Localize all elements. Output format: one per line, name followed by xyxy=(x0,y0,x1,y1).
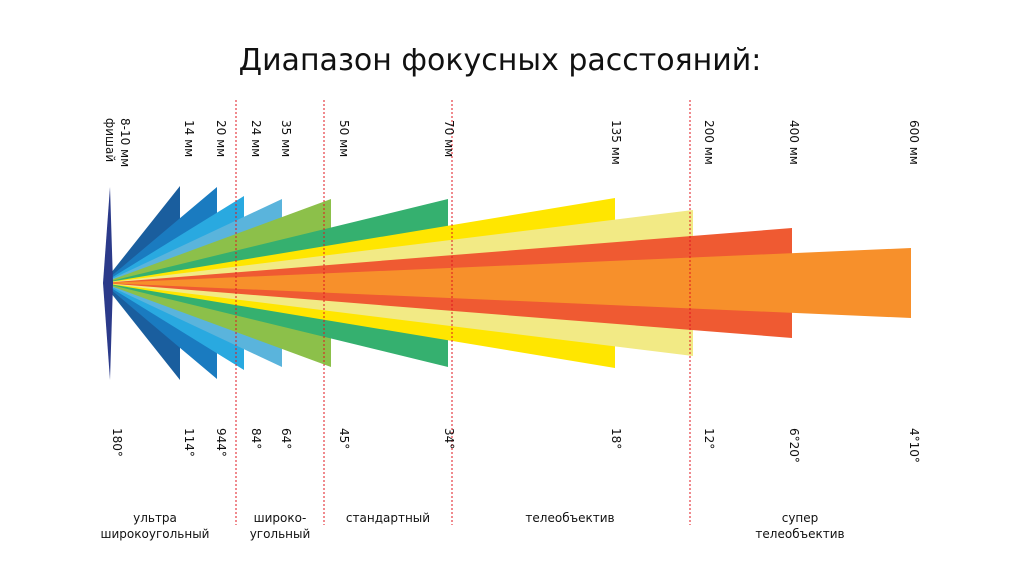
focal-label: 400 мм xyxy=(787,120,801,165)
angle-label: 180° xyxy=(110,428,124,457)
category-label: ультра xyxy=(133,511,177,525)
focal-label: 200 мм xyxy=(702,120,716,165)
angle-label: 6°20° xyxy=(787,428,801,463)
focal-label: 50 мм xyxy=(337,120,351,157)
angle-label: 4°10° xyxy=(907,428,921,463)
angle-label: 12° xyxy=(702,428,716,449)
fisheye-label: фишай xyxy=(103,118,117,162)
focal-label: 70 мм xyxy=(442,120,456,157)
angle-label: 114° xyxy=(182,428,196,457)
angle-label: 944° xyxy=(214,428,228,457)
focal-label: 14 мм xyxy=(182,120,196,157)
focal-label: 135 мм xyxy=(609,120,623,165)
category-label: широкоугольный xyxy=(101,527,210,541)
title: Диапазон фокусных расстояний: xyxy=(239,43,762,78)
fisheye-wedge xyxy=(103,187,113,380)
category-label: широко- xyxy=(254,511,307,525)
category-label: стандартный xyxy=(346,511,430,525)
category-label: телеобъектив xyxy=(755,527,844,541)
category-label: супер xyxy=(782,511,819,525)
angle-label: 45° xyxy=(337,428,351,449)
focal-label: 600 мм xyxy=(907,120,921,165)
angle-label: 64° xyxy=(279,428,293,449)
category-label: угольный xyxy=(250,527,311,541)
focal-label: 35 мм xyxy=(279,120,293,157)
focal-label: 24 мм xyxy=(249,120,263,157)
angle-label: 84° xyxy=(249,428,263,449)
angle-label: 34° xyxy=(442,428,456,449)
focal-label: 20 мм xyxy=(214,120,228,157)
angle-label: 18° xyxy=(609,428,623,449)
lens-wedge xyxy=(103,248,911,318)
focal-label: 8-10 мм xyxy=(118,118,132,167)
category-label: телеобъектив xyxy=(525,511,614,525)
